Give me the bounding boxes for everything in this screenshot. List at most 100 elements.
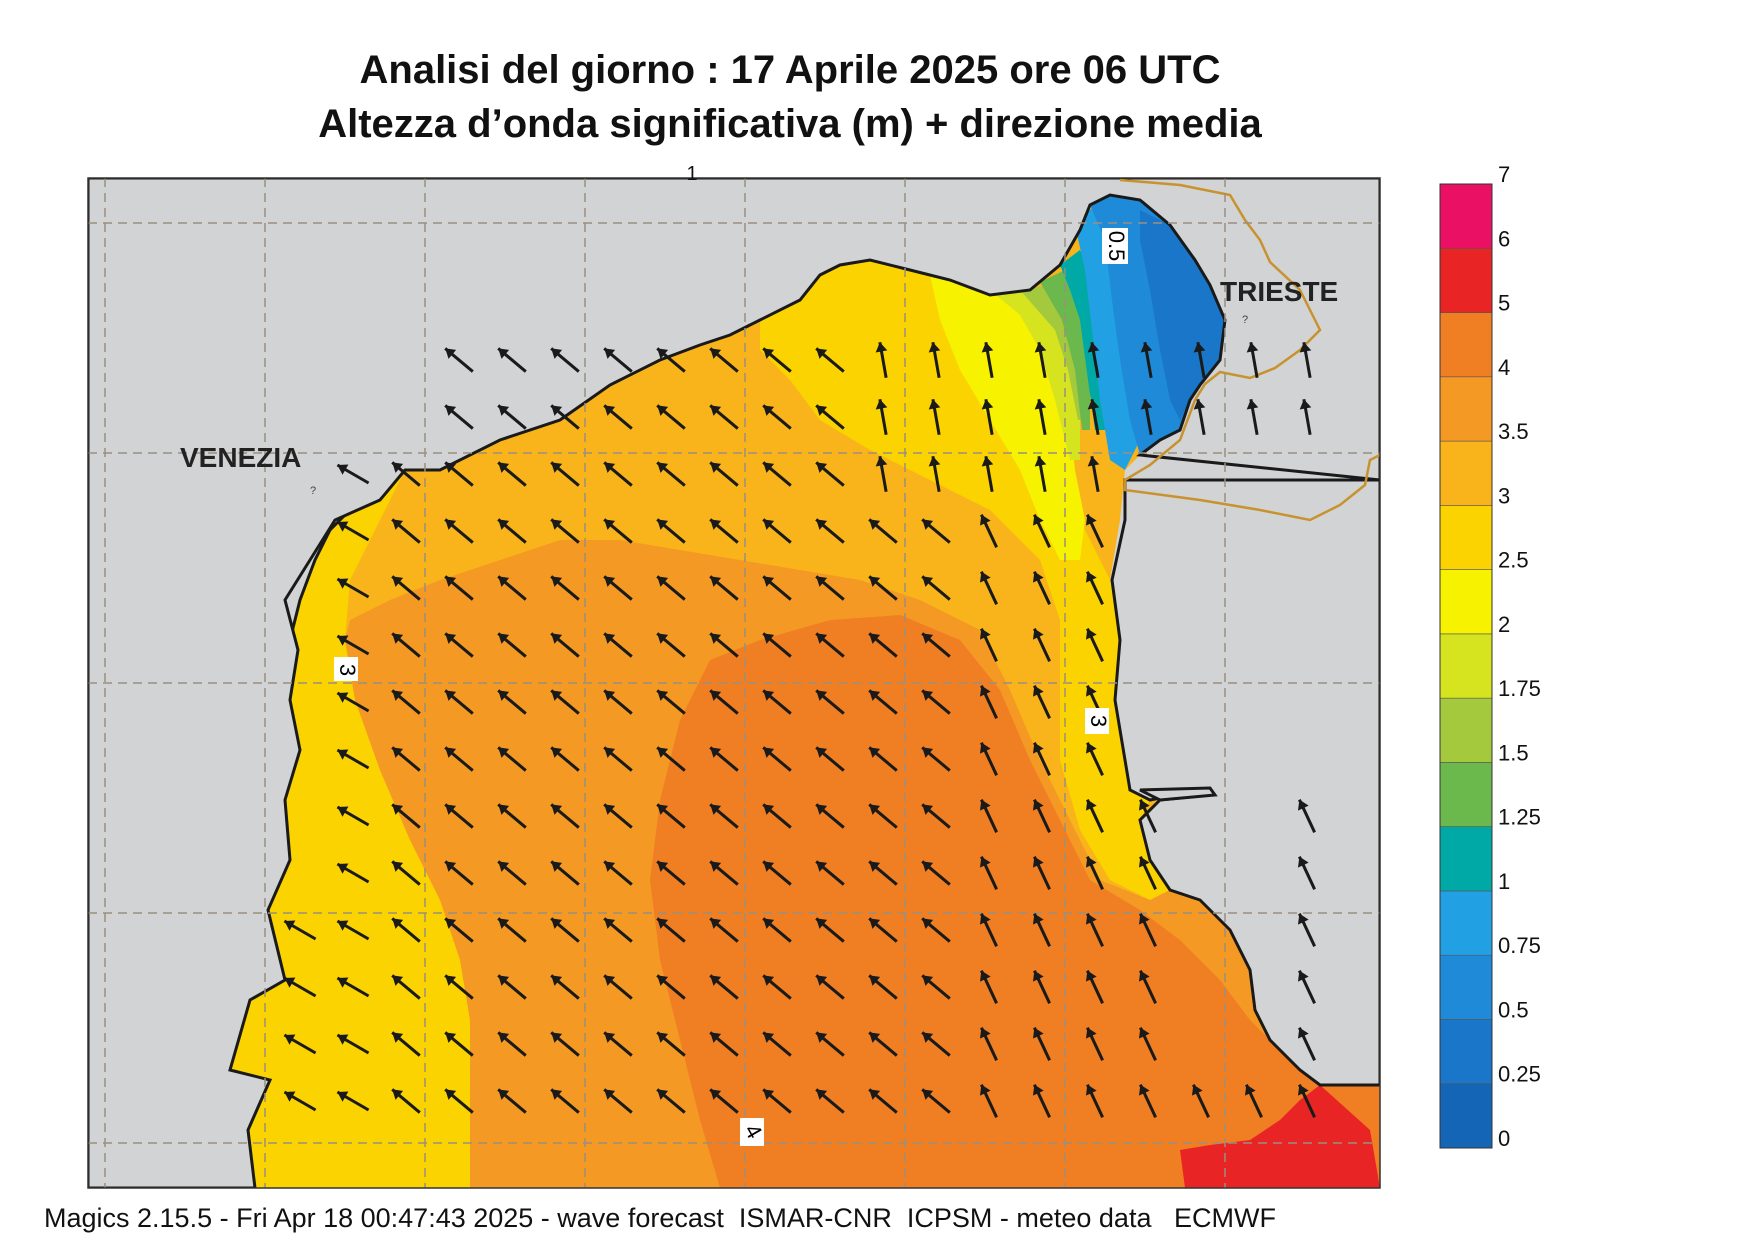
direction-arrowhead xyxy=(657,405,669,416)
legend-swatch-3 xyxy=(1439,440,1493,506)
direction-arrowhead xyxy=(604,405,616,416)
direction-arrowhead xyxy=(922,975,934,986)
direction-arrowhead xyxy=(498,405,510,416)
direction-arrowhead xyxy=(710,747,722,758)
direction-arrowhead xyxy=(710,576,722,587)
legend-label-1-25: 1.25 xyxy=(1498,805,1541,830)
direction-arrowhead xyxy=(816,861,828,872)
direction-arrowhead xyxy=(816,1089,828,1100)
direction-arrowhead xyxy=(710,633,722,644)
direction-arrowhead xyxy=(445,462,457,473)
direction-arrowhead xyxy=(657,861,669,872)
direction-arrowhead xyxy=(1244,1084,1256,1096)
direction-arrowhead xyxy=(869,918,881,929)
direction-arrowhead xyxy=(551,804,563,815)
contour-label-0-5: 0.5 xyxy=(1102,228,1129,264)
direction-arrowhead xyxy=(816,975,828,986)
direction-arrowhead xyxy=(657,633,669,644)
direction-arrowhead xyxy=(657,348,669,359)
direction-arrowhead xyxy=(604,975,616,986)
direction-arrowhead xyxy=(869,576,881,587)
direction-arrowhead xyxy=(763,1089,775,1100)
direction-arrowhead xyxy=(1032,970,1044,982)
legend-frame xyxy=(1439,183,1493,1149)
direction-arrowhead xyxy=(445,348,457,359)
direction-arrowhead xyxy=(763,519,775,530)
legend-swatch-2 xyxy=(1439,569,1493,635)
direction-arrowhead xyxy=(445,918,457,929)
legend-label-3: 3 xyxy=(1498,483,1510,508)
direction-arrowhead xyxy=(1297,1084,1309,1096)
direction-arrowhead xyxy=(498,1032,510,1043)
direction-arrowhead xyxy=(1297,856,1309,868)
direction-arrowhead xyxy=(922,918,934,929)
direction-arrowhead xyxy=(604,1089,616,1100)
direction-arrowhead xyxy=(337,749,349,760)
legend-swatch-0 xyxy=(1439,1083,1493,1149)
direction-arrowhead xyxy=(657,519,669,530)
direction-arrowhead xyxy=(928,399,941,410)
direction-arrowhead xyxy=(979,970,991,982)
direction-arrowhead xyxy=(498,519,510,530)
direction-arrowhead xyxy=(498,633,510,644)
direction-arrowhead xyxy=(1085,799,1097,811)
direction-arrowhead xyxy=(816,804,828,815)
direction-arrowhead xyxy=(604,1032,616,1043)
label-trieste: TRIESTE xyxy=(1220,276,1338,307)
legend-swatch-1-75 xyxy=(1439,633,1493,699)
direction-arrowhead xyxy=(710,405,722,416)
direction-arrowhead xyxy=(498,975,510,986)
direction-arrowhead xyxy=(1087,399,1100,410)
direction-arrowhead xyxy=(922,1032,934,1043)
direction-arrowhead xyxy=(763,975,775,986)
legend-swatch-4 xyxy=(1439,312,1493,378)
direction-arrowhead xyxy=(1140,399,1153,410)
direction-arrowhead xyxy=(710,519,722,530)
direction-arrowhead xyxy=(981,456,994,467)
direction-arrowhead xyxy=(922,747,934,758)
direction-arrowhead xyxy=(816,690,828,701)
legend-swatch-0-5 xyxy=(1439,954,1493,1020)
direction-arrowhead xyxy=(763,576,775,587)
direction-arrowhead xyxy=(710,1032,722,1043)
legend-swatch-1-25 xyxy=(1439,762,1493,827)
direction-arrowhead xyxy=(816,405,828,416)
direction-arrowhead xyxy=(498,348,510,359)
direction-arrowhead xyxy=(657,462,669,473)
direction-arrowhead xyxy=(551,405,563,416)
direction-arrowhead xyxy=(763,348,775,359)
direction-arrowhead xyxy=(337,920,349,931)
legend-swatch-1 xyxy=(1439,826,1493,892)
direction-arrowhead xyxy=(337,521,349,532)
direction-arrowhead xyxy=(1085,571,1097,583)
direction-arrowhead xyxy=(816,918,828,929)
direction-arrowhead xyxy=(763,918,775,929)
direction-arrowhead xyxy=(1138,799,1150,811)
legend-swatch-6 xyxy=(1439,183,1493,249)
direction-arrowhead xyxy=(869,1089,881,1100)
legend-swatch-3-5 xyxy=(1439,376,1493,442)
direction-arrowhead xyxy=(816,633,828,644)
direction-arrowhead xyxy=(604,690,616,701)
direction-arrowhead xyxy=(869,690,881,701)
svg-text:3: 3 xyxy=(335,664,360,676)
contour-label-3-east: 3 xyxy=(1085,708,1111,734)
direction-arrowhead xyxy=(284,1034,296,1045)
direction-arrowhead xyxy=(1087,456,1100,467)
direction-arrowhead xyxy=(1191,1084,1203,1096)
direction-arrowhead xyxy=(604,861,616,872)
direction-arrowhead xyxy=(392,1089,404,1100)
map-field: ? ? xyxy=(88,178,1380,1188)
direction-arrowhead xyxy=(1032,913,1044,925)
direction-arrowhead xyxy=(392,804,404,815)
direction-arrowhead xyxy=(392,918,404,929)
legend-label-2: 2 xyxy=(1498,612,1510,637)
direction-arrowhead xyxy=(979,799,991,811)
gulf-inlet xyxy=(1139,786,1218,802)
direction-arrowhead xyxy=(1246,399,1259,410)
direction-arrowhead xyxy=(657,804,669,815)
direction-arrowhead xyxy=(1085,856,1097,868)
direction-arrowhead xyxy=(604,462,616,473)
direction-arrowhead xyxy=(922,633,934,644)
